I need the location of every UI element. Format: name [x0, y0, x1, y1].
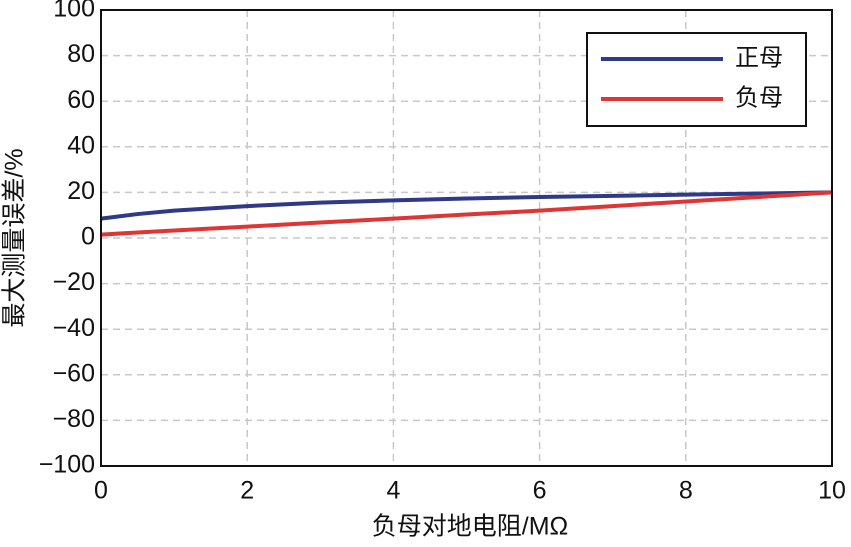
x-tick-label: 2	[240, 477, 254, 505]
x-tick-label: 8	[679, 477, 693, 505]
y-tick-label: 80	[67, 40, 95, 68]
legend-label: 正母	[735, 44, 783, 71]
legend-box	[586, 32, 807, 127]
data-line	[100, 190, 833, 221]
y-tick-label: −100	[39, 451, 95, 479]
y-axis-label: 最大测量误差/%	[1, 148, 29, 327]
y-tick-label: 40	[67, 131, 95, 159]
x-tick-label: 10	[818, 477, 846, 505]
y-tick-label: 100	[53, 0, 95, 23]
y-tick-label: −60	[53, 359, 95, 387]
legend-label: 负母	[735, 84, 783, 111]
y-tick-label: 60	[67, 86, 95, 114]
x-tick-label: 4	[386, 477, 400, 505]
y-tick-label: −40	[53, 314, 95, 342]
x-tick-label: 6	[533, 477, 547, 505]
data-line	[100, 190, 833, 237]
x-axis-label: 负母对地电阻/MΩ	[372, 513, 568, 541]
y-tick-label: −20	[53, 268, 95, 296]
y-tick-label: 20	[67, 177, 95, 205]
y-tick-label: 0	[81, 223, 95, 251]
plot-frame	[100, 9, 833, 467]
x-tick-label: 0	[94, 477, 108, 505]
y-tick-label: −80	[53, 405, 95, 433]
